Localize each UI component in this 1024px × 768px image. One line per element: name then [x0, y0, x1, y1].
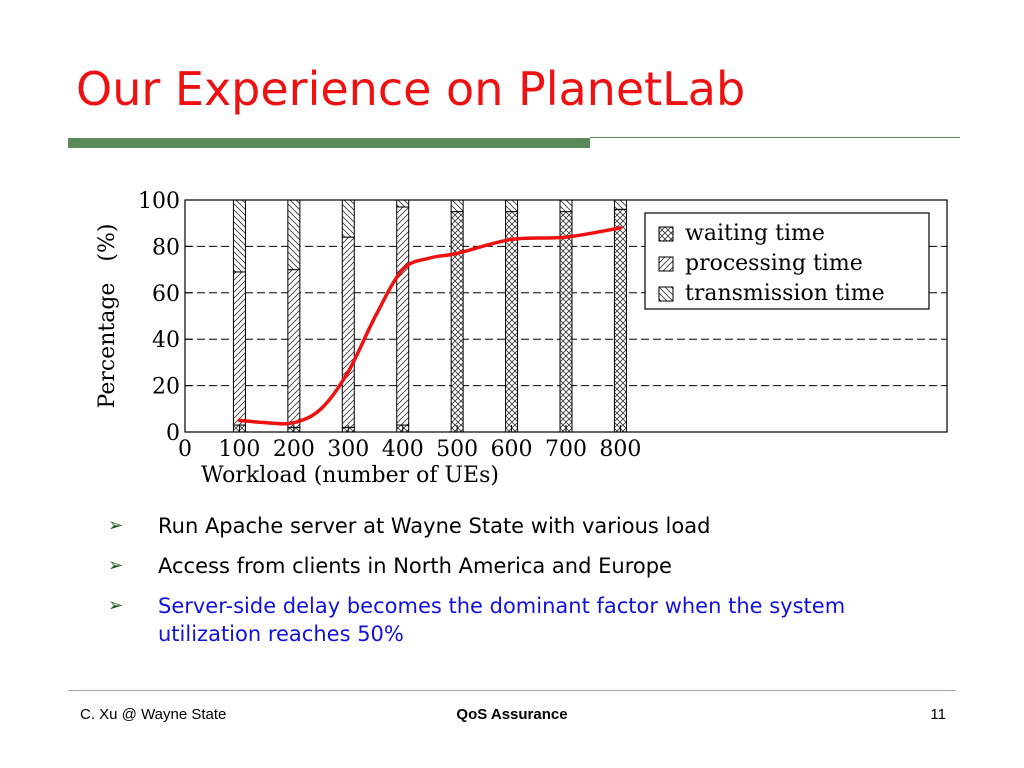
legend-label: waiting time [685, 221, 825, 246]
bar-segment [505, 199, 519, 213]
arrow-right-icon: ➢ [108, 515, 124, 536]
x-axis-label: Workload (number of UEs) [201, 463, 499, 488]
y-tick-label: 40 [152, 328, 180, 353]
legend-swatch [658, 256, 674, 272]
arrow-right-icon: ➢ [108, 555, 124, 576]
footer-course: QoS Assurance [456, 706, 568, 723]
bar-segment [613, 208, 627, 433]
legend-label: transmission time [685, 281, 885, 306]
x-tick-label: 600 [491, 437, 533, 462]
bar-segment [613, 199, 627, 210]
bullet-text: Access from clients in North America and… [158, 554, 672, 578]
bullet-list: ➢ Run Apache server at Wayne State with … [108, 512, 908, 660]
slide-title: Our Experience on PlanetLab [76, 62, 746, 116]
x-tick-label: 400 [382, 437, 424, 462]
bullet-item: ➢ Run Apache server at Wayne State with … [108, 512, 908, 540]
x-tick-label: 0 [178, 437, 192, 462]
bar-segment [232, 199, 246, 273]
x-tick-label: 700 [545, 437, 587, 462]
y-tick-label: 60 [152, 282, 180, 307]
legend-box [644, 212, 930, 310]
y-axis-label: Percentage (%) [95, 224, 120, 409]
bar-segment [287, 199, 301, 271]
y-tick-label: 0 [166, 421, 180, 446]
bar-segment [287, 269, 301, 428]
y-tick-label: 80 [152, 235, 180, 260]
x-tick-label: 200 [273, 437, 315, 462]
bars [232, 199, 627, 433]
x-tick-label: 300 [327, 437, 369, 462]
y-tick-label: 100 [138, 189, 180, 214]
trend-line [237, 226, 623, 426]
x-tick-label: 500 [436, 437, 478, 462]
bullet-item: ➢ Access from clients in North America a… [108, 552, 908, 580]
arrow-right-icon: ➢ [108, 595, 124, 616]
chart-legend: waiting time processing time transmission … [644, 212, 930, 310]
bar-segment [559, 211, 573, 433]
bar-segment [450, 211, 464, 433]
bullet-text: Server-side delay becomes the dominant f… [158, 594, 846, 646]
title-underline-thin [590, 137, 960, 138]
bar-segment [232, 271, 246, 426]
title-underline [68, 138, 590, 148]
workload-chart: 0 20 40 60 80 100 0 100 200 300 400 500 600 700 800 wa… [95, 189, 948, 488]
footer-divider [68, 690, 956, 691]
bullet-item: ➢ Server-side delay becomes the dominant… [108, 592, 908, 648]
bar-segment [450, 199, 464, 213]
legend-label: processing time [685, 251, 863, 276]
bar-segment [341, 199, 355, 238]
page-number: 11 [930, 706, 946, 723]
axis-ticks: 0 20 40 60 80 100 0 100 200 300 400 500 600 700 800 [138, 189, 641, 462]
x-tick-label: 800 [599, 437, 641, 462]
y-tick-label: 20 [152, 375, 180, 400]
trend-line-path [237, 226, 623, 426]
bar-segment [396, 206, 410, 426]
bar-segment [559, 199, 573, 213]
legend-swatch [658, 286, 674, 302]
bar-segment [396, 199, 410, 208]
bar-segment [341, 236, 355, 428]
bullet-text: Run Apache server at Wayne State with va… [158, 514, 711, 538]
footer-author: C. Xu @ Wayne State [80, 706, 227, 723]
bar-segment [505, 211, 519, 433]
legend-swatch [658, 226, 674, 242]
x-tick-label: 100 [218, 437, 260, 462]
